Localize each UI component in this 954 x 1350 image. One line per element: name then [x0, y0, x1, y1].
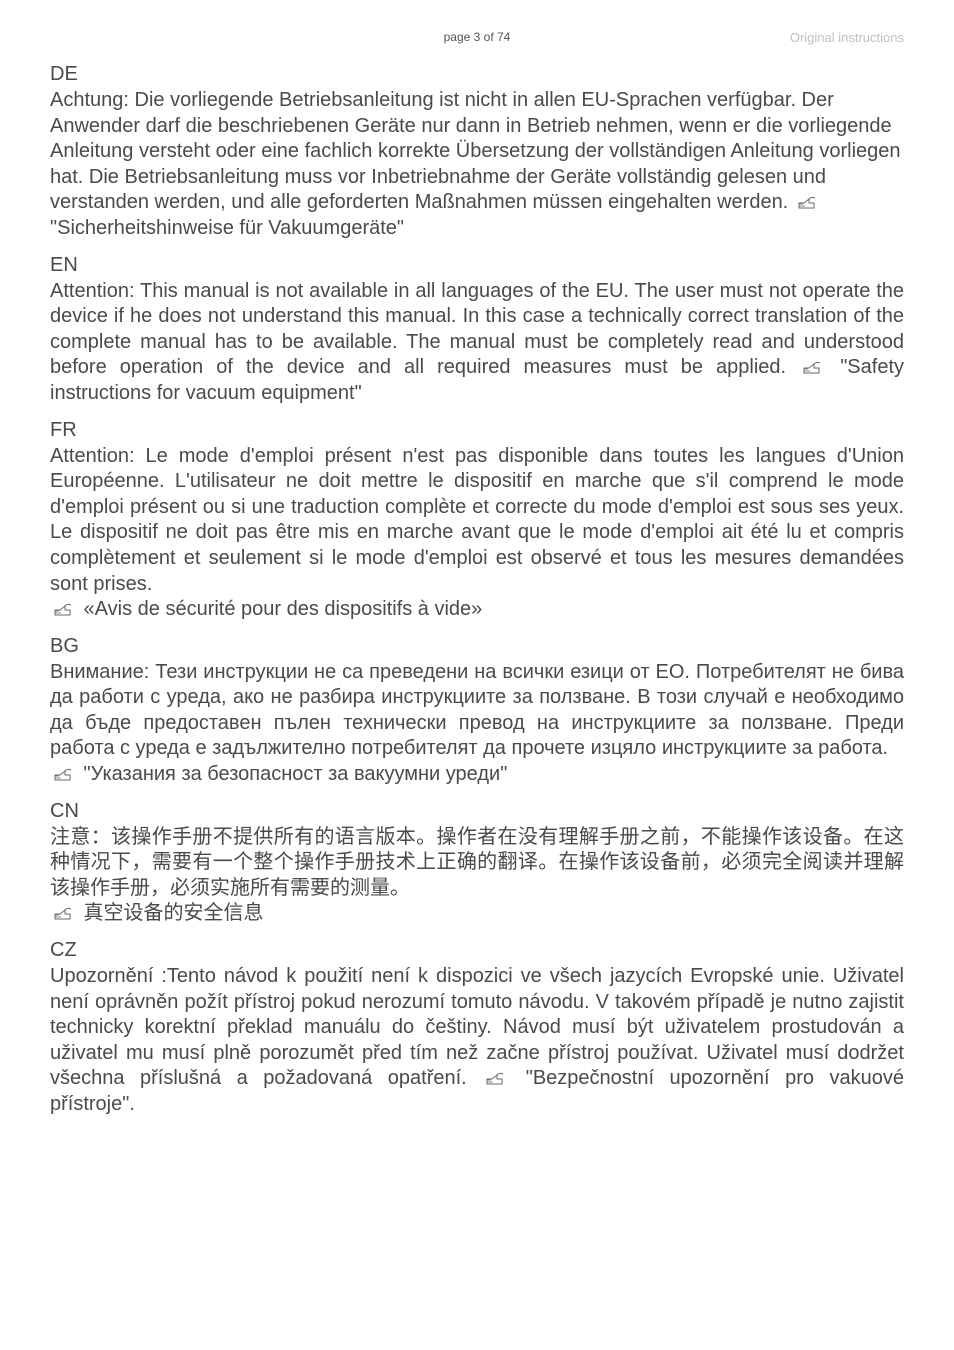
- page-header: page 3 of 74 Original instructions: [50, 30, 904, 45]
- notice-text: Attention: Le mode d'emploi présent n'es…: [50, 445, 904, 595]
- reference-line: «Avis de sécurité pour des dispositifs à…: [50, 597, 904, 623]
- language-notice-paragraph: Upozornění :Tento návod k použití není k…: [50, 964, 904, 1118]
- notice-text: Attention: This manual is not available …: [50, 280, 904, 379]
- language-code: DE: [50, 63, 904, 86]
- hand-pointer-icon: [53, 603, 75, 617]
- reference-text: «Avis de sécurité pour des dispositifs à…: [78, 598, 482, 620]
- language-code: CZ: [50, 939, 904, 962]
- language-notice-paragraph: Attention: This manual is not available …: [50, 279, 904, 407]
- sections-container: DE Achtung: Die vorliegende Betriebsanlei…: [50, 63, 904, 1118]
- page-container: page 3 of 74 Original instructions DE Ach…: [0, 0, 954, 1350]
- language-code: BG: [50, 635, 904, 658]
- hand-pointer-icon: [53, 768, 75, 782]
- hand-pointer-icon: [797, 196, 819, 210]
- language-notice-paragraph: Achtung: Die vorliegende Betriebsanleitu…: [50, 88, 904, 242]
- notice-text: Внимание: Тези инструкции не са преведен…: [50, 661, 904, 760]
- notice-text: 注意：该操作手册不提供所有的语言版本。操作者在没有理解手册之前，不能操作该设备。…: [50, 826, 904, 899]
- language-code: CN: [50, 800, 904, 823]
- language-code: FR: [50, 419, 904, 442]
- language-notice-paragraph: Attention: Le mode d'emploi présent n'es…: [50, 444, 904, 598]
- language-code: EN: [50, 254, 904, 277]
- reference-text: "Sicherheitshinweise für Vakuumgeräte": [50, 217, 404, 239]
- hand-pointer-icon: [485, 1072, 507, 1086]
- reference-line: "Указания за безопасност за вакуумни уре…: [50, 762, 904, 788]
- notice-text: Achtung: Die vorliegende Betriebsanleitu…: [50, 89, 901, 213]
- header-right-label: Original instructions: [790, 30, 904, 45]
- page-number: page 3 of 74: [444, 30, 511, 44]
- language-notice-paragraph: Внимание: Тези инструкции не са преведен…: [50, 660, 904, 762]
- reference-text: "Указания за безопасност за вакуумни уре…: [78, 763, 507, 785]
- reference-line: 真空设备的安全信息: [50, 901, 904, 927]
- reference-text: 真空设备的安全信息: [78, 902, 264, 924]
- hand-pointer-icon: [802, 361, 824, 375]
- language-notice-paragraph: 注意：该操作手册不提供所有的语言版本。操作者在没有理解手册之前，不能操作该设备。…: [50, 825, 904, 902]
- hand-pointer-icon: [53, 907, 75, 921]
